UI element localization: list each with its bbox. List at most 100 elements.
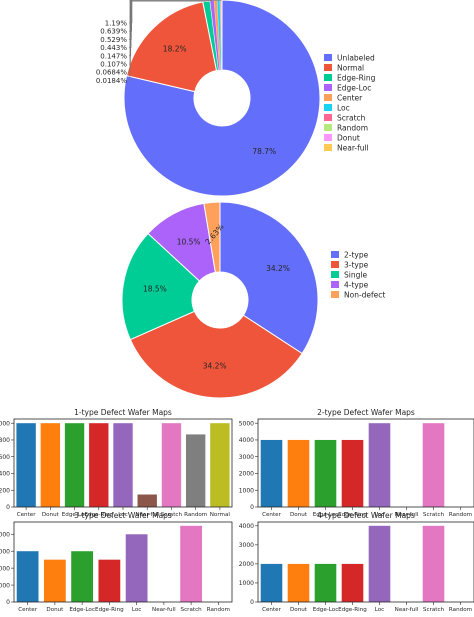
x-tick-label-scratch: Scratch: [423, 512, 445, 518]
x-tick-label-donut: Donut: [290, 607, 308, 613]
x-tick-label-random: Random: [449, 512, 472, 518]
y-tick-label: 400: [0, 471, 10, 478]
x-tick-label-edge-ring: Edge-Ring: [338, 607, 367, 613]
legend-label-2-type: 2-type: [344, 251, 369, 260]
legend-swatch-non-defect: [331, 291, 339, 298]
x-tick-label-center: Center: [17, 512, 37, 518]
slice-label-unlabeled: 78.7%: [252, 147, 276, 156]
y-tick-label: 2000: [0, 582, 10, 589]
bar-scratch: [162, 423, 181, 507]
legend-label-normal: Normal: [337, 64, 364, 73]
slice-label-4-type: 10.5%: [177, 237, 201, 246]
y-tick-label: 3000: [239, 454, 254, 461]
legend-label-4-type: 4-type: [344, 281, 369, 290]
x-tick-label-edge-ring: Edge-Ring: [95, 607, 124, 613]
bar-donut: [288, 564, 310, 602]
legend-swatch-4-type: [331, 281, 339, 288]
x-tick-label-scratch: Scratch: [423, 607, 445, 613]
slice-label-normal: 18.2%: [163, 45, 187, 54]
legend-swatch-single: [331, 271, 339, 278]
slice-label-single: 18.5%: [143, 285, 167, 294]
bar-chart-1-type: 1-type Defect Wafer Maps0200400600800100…: [0, 408, 232, 518]
bar-edge-ring: [89, 423, 108, 507]
legend-swatch-unlabeled: [324, 54, 332, 61]
slice-label-random: 0.107%: [100, 61, 127, 69]
legend-label-donut: Donut: [337, 134, 360, 143]
bar-donut: [288, 440, 310, 507]
y-tick-label: 2000: [239, 471, 254, 478]
bar-center: [261, 440, 283, 507]
slice-label-scratch: 0.147%: [100, 52, 127, 60]
legend-swatch-edge-ring: [324, 74, 332, 81]
bar-chart-title: 1-type Defect Wafer Maps: [74, 408, 172, 417]
bar-edge-loc: [315, 440, 337, 507]
legend-swatch-scratch: [324, 114, 332, 121]
bar-loc: [369, 526, 391, 602]
bar-scratch: [180, 526, 202, 602]
legend-swatch-loc: [324, 104, 332, 111]
pie-chart-failure-types: 78.7%18.2%1.19%0.639%0.529%0.443%0.147%0…: [96, 0, 376, 196]
x-tick-label-random: Random: [207, 607, 230, 613]
legend-swatch-3-type: [331, 261, 339, 268]
bar-near-full: [138, 495, 157, 507]
legend-swatch-normal: [324, 64, 332, 71]
legend-swatch-2-type: [331, 251, 339, 258]
legend-label-edge-loc: Edge-Loc: [337, 84, 371, 93]
bar-center: [16, 423, 35, 507]
y-tick-label: 6000: [0, 548, 10, 555]
legend-label-single: Single: [344, 271, 367, 280]
bar-chart-2-type: 2-type Defect Wafer Maps0100020003000400…: [239, 408, 474, 518]
x-tick-label-random: Random: [449, 607, 472, 613]
bar-scratch: [423, 526, 445, 602]
x-tick-label-donut: Donut: [42, 512, 60, 518]
y-tick-label: 5000: [239, 420, 254, 427]
bar-loc: [126, 534, 148, 602]
y-tick-label: 200: [0, 487, 10, 494]
legend-label-center: Center: [337, 94, 363, 103]
legend-label-unlabeled: Unlabeled: [337, 54, 375, 63]
x-tick-label-near-full: Near-full: [395, 607, 419, 613]
bar-edge-ring: [342, 440, 364, 507]
legend-label-random: Random: [337, 124, 368, 133]
slice-label-edge-ring: 1.19%: [105, 20, 128, 28]
bar-loc: [113, 423, 132, 507]
legend-label-edge-ring: Edge-Ring: [337, 74, 376, 83]
y-tick-label: 2000: [239, 561, 254, 568]
y-tick-label: 0: [250, 504, 254, 511]
legend-swatch-donut: [324, 134, 332, 141]
legend-label-near-full: Near-full: [337, 144, 369, 153]
bar-chart-title: 2-type Defect Wafer Maps: [317, 408, 415, 417]
legend-label-scratch: Scratch: [337, 114, 366, 123]
slice-label-loc: 0.443%: [100, 44, 127, 52]
legend-swatch-edge-loc: [324, 84, 332, 91]
bar-chart-title: 3-type Defect Wafer Maps: [74, 511, 172, 520]
y-tick-label: 600: [0, 454, 10, 461]
bar-random: [186, 434, 205, 507]
x-tick-label-random: Random: [184, 512, 207, 518]
y-tick-label: 0: [6, 504, 10, 511]
x-tick-label-donut: Donut: [46, 607, 64, 613]
y-tick-label: 4000: [239, 523, 254, 530]
slice-label-3-type: 34.2%: [203, 361, 227, 370]
y-tick-label: 1000: [239, 580, 254, 587]
legend-swatch-random: [324, 124, 332, 131]
x-tick-label-loc: Loc: [132, 607, 142, 613]
x-tick-label-normal: Normal: [210, 512, 231, 518]
bar-edge-ring: [98, 560, 120, 602]
legend-label-non-defect: Non-defect: [344, 291, 385, 300]
bar-donut: [44, 560, 66, 602]
x-tick-label-loc: Loc: [375, 607, 385, 613]
x-tick-label-donut: Donut: [290, 512, 308, 518]
slice-label-edge-loc: 0.639%: [100, 28, 127, 36]
bar-center: [17, 551, 39, 602]
bar-chart-3-type: 3-type Defect Wafer Maps0200040006000800…: [0, 511, 232, 613]
y-tick-label: 3000: [239, 542, 254, 549]
y-tick-label: 4000: [239, 437, 254, 444]
legend-swatch-center: [324, 94, 332, 101]
slice-label-donut: 0.0684%: [96, 69, 127, 77]
x-tick-label-edge-loc: Edge-Loc: [69, 607, 95, 613]
x-tick-label-center: Center: [262, 512, 282, 518]
x-tick-label-center: Center: [262, 607, 282, 613]
